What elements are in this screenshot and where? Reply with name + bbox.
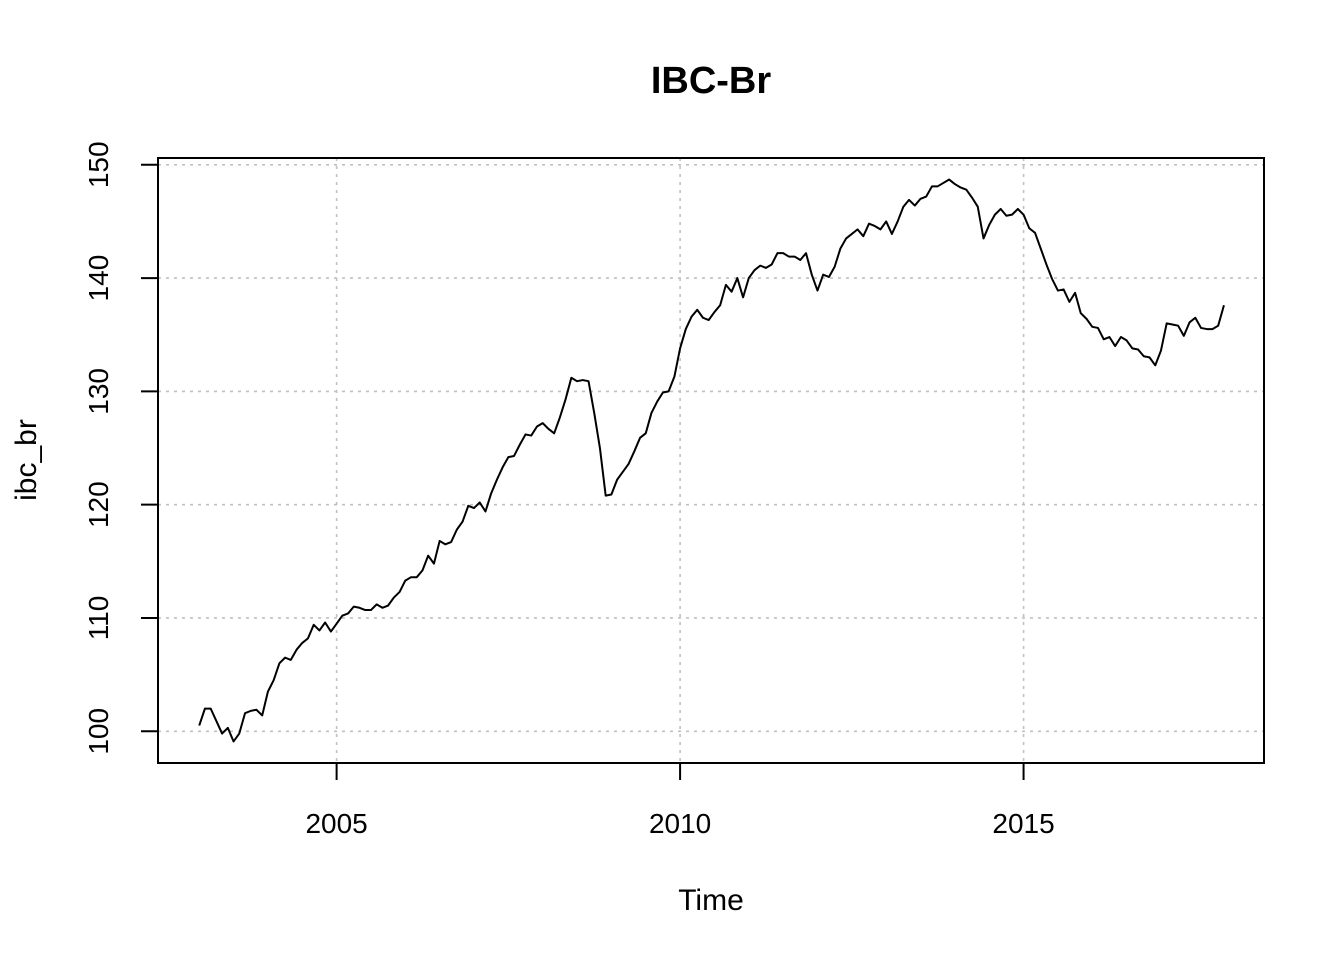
y-tick-label: 150 xyxy=(83,141,114,188)
x-tick-label: 2010 xyxy=(649,808,711,839)
chart-title: IBC-Br xyxy=(651,60,772,102)
x-axis-label: Time xyxy=(678,884,744,917)
y-tick-label: 140 xyxy=(83,255,114,302)
y-axis-label: ibc_br xyxy=(10,419,43,501)
x-axis: 2005 2010 2015 xyxy=(305,762,1055,839)
y-tick-label: 100 xyxy=(83,708,114,755)
y-tick-label: 120 xyxy=(83,481,114,528)
grid-lines xyxy=(158,158,1264,763)
y-tick-label: 110 xyxy=(83,596,114,641)
y-tick-label: 130 xyxy=(83,368,114,415)
x-tick-label: 2005 xyxy=(305,808,367,839)
series-line xyxy=(198,178,1225,743)
y-axis: 100 110 120 130 140 150 xyxy=(83,141,159,755)
x-tick-label: 2015 xyxy=(992,808,1054,839)
plot-frame xyxy=(157,157,1265,764)
